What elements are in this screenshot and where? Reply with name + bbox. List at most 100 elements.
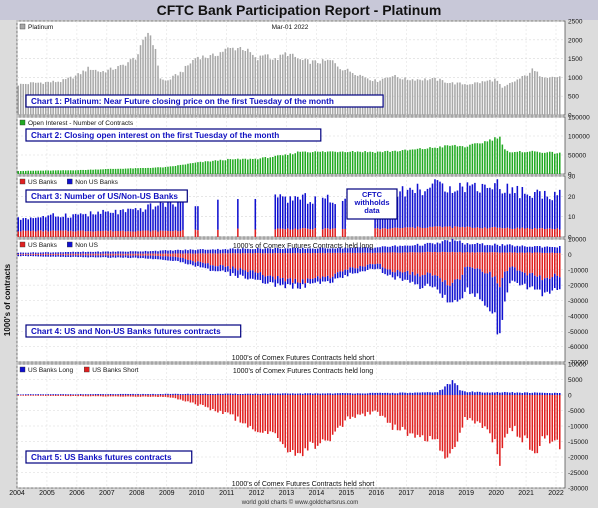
us-short-bar (341, 254, 344, 272)
us-bank-count-bar (469, 226, 471, 237)
us-long-bar (242, 253, 244, 255)
nonus-long-bar (386, 246, 389, 253)
nonus-bank-count-bar (496, 179, 499, 228)
chart2-bar (404, 149, 406, 174)
chart2-bar (157, 167, 159, 174)
us-banks-long-bar (531, 392, 534, 395)
nonus-long-bar (406, 245, 409, 253)
us-banks-long-bar (534, 392, 536, 395)
us-bank-count-bar (117, 231, 119, 237)
nonus-bank-count-bar (59, 217, 62, 231)
chart2-bar (416, 148, 419, 174)
nonus-short-bar (247, 272, 249, 280)
chart2-bar (17, 171, 20, 174)
chart2-bar (439, 146, 441, 174)
nonus-long-bar (232, 248, 234, 254)
chart3-label-box (25, 189, 188, 203)
nonus-long-bar (509, 244, 511, 253)
chart2-bar (172, 166, 174, 174)
nonus-long-bar (162, 250, 164, 254)
us-short-bar (349, 254, 351, 268)
chart2-bar (79, 169, 82, 174)
us-short-bar (77, 254, 79, 256)
nonus-short-bar (519, 270, 521, 286)
us-short-bar (424, 254, 426, 275)
nonus-long-bar (371, 248, 374, 253)
chart1-bar (474, 82, 476, 115)
us-long-bar (294, 253, 297, 255)
nonus-short-bar (511, 266, 514, 281)
nonus-bank-count-bar (558, 189, 561, 230)
nonus-bank-count-bar (74, 213, 77, 232)
us-banks-short-bar (242, 395, 244, 424)
us-long-bar (102, 253, 104, 255)
nonus-long-bar (499, 246, 501, 253)
us-short-bar (274, 254, 277, 280)
us-short-bar (254, 254, 257, 273)
nonus-long-bar (486, 244, 489, 253)
chart2-bar (549, 151, 551, 174)
us-banks-long-bar (134, 394, 137, 395)
us-short-bar (214, 254, 217, 267)
us-short-bar (114, 254, 117, 256)
us-long-bar (374, 252, 376, 255)
us-banks-short-bar (399, 395, 401, 431)
us-short-bar (414, 254, 416, 276)
us-banks-short-bar (319, 395, 321, 444)
us-long-bar (394, 252, 396, 255)
us-banks-short-bar (524, 395, 526, 436)
chart2-bar (519, 151, 521, 174)
nonus-long-bar (344, 247, 346, 253)
us-banks-long-bar (87, 394, 89, 395)
us-banks-long-bar (217, 393, 219, 395)
nonus-long-bar (129, 251, 132, 254)
us-long-bar (109, 253, 112, 255)
nonus-short-bar (494, 276, 496, 313)
nonus-bank-count-bar (162, 202, 164, 231)
nonus-short-bar (521, 271, 524, 285)
nonus-bank-count-bar (57, 216, 59, 231)
chart2-bar (391, 151, 394, 174)
us-banks-short-bar (339, 395, 341, 426)
chart1-bar (137, 54, 139, 115)
us-bank-count-bar (514, 228, 516, 237)
us-banks-short-bar (341, 395, 344, 427)
nonus-long-bar (381, 246, 384, 253)
us-banks-short-bar (558, 395, 561, 450)
us-bank-count-bar (426, 227, 429, 237)
nonus-long-bar (396, 246, 399, 253)
us-short-bar (479, 254, 481, 270)
nonus-long-bar (177, 249, 179, 254)
chart1-bar (401, 79, 404, 115)
chart2-bar (189, 163, 192, 174)
nonus-short-bar (122, 255, 124, 258)
us-bank-count-bar (381, 228, 384, 237)
us-short-bar (132, 254, 134, 256)
us-banks-long-bar (549, 393, 551, 395)
chart1-bar (257, 60, 259, 115)
chart2-bar (414, 149, 416, 174)
us-long-bar (227, 253, 229, 255)
nonus-bank-count-bar (401, 186, 404, 229)
chart1-bar (404, 77, 406, 115)
us-short-bar (37, 254, 39, 255)
chart1-bar (431, 78, 434, 115)
nonus-short-bar (394, 272, 396, 280)
nonus-long-bar (289, 248, 292, 254)
us-banks-short-bar (192, 395, 194, 403)
chart2-bar (29, 170, 32, 174)
us-short-bar (189, 254, 192, 261)
us-banks-short-bar (374, 395, 376, 411)
chart-title: CFTC Bank Participation Report - Platinu… (0, 0, 598, 20)
nonus-long-bar (174, 250, 177, 254)
us-bank-count-bar (124, 231, 127, 237)
nonus-short-bar (501, 277, 504, 320)
us-bank-count-bar (279, 228, 282, 237)
chart2-bar (401, 150, 404, 174)
nonus-short-bar (37, 254, 39, 257)
nonus-short-bar (449, 286, 451, 303)
nonus-long-bar (117, 251, 119, 254)
chart2-bar (351, 150, 354, 174)
us-long-bar (558, 252, 561, 255)
us-bank-count-bar (549, 228, 551, 237)
